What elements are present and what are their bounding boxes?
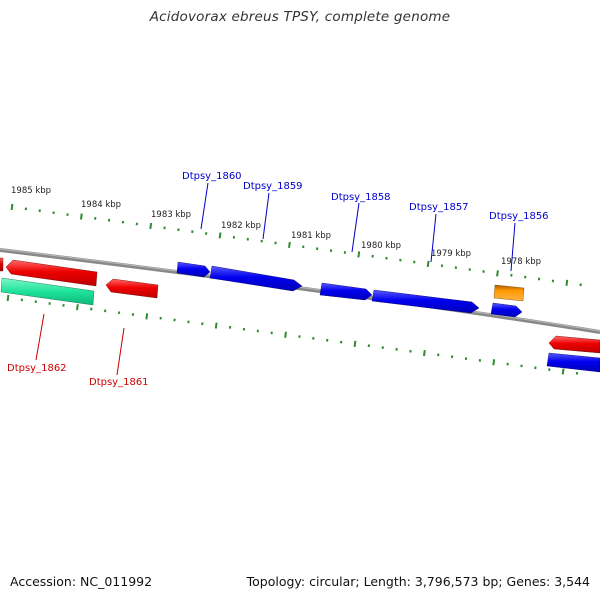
gene-dtpsy-1856[interactable]	[490, 302, 523, 318]
ruler-label: 1985 kbp	[11, 186, 51, 196]
gene-dtpsy-1861[interactable]	[105, 278, 159, 299]
major-tick	[6, 294, 10, 302]
major-tick	[496, 270, 499, 277]
label-line-dtpsy-1857	[430, 213, 437, 263]
gene-dtpsy-1857[interactable]	[371, 289, 480, 314]
ruler-label: 1979 kbp	[431, 249, 471, 259]
ruler-label: 1983 kbp	[151, 210, 191, 220]
major-tick	[79, 213, 83, 220]
ruler-label: 1984 kbp	[81, 200, 121, 210]
label-line-dtpsy-1860	[200, 182, 209, 230]
major-tick	[565, 279, 569, 286]
genome-summary-text: Topology: circular; Length: 3,796,573 bp…	[246, 574, 590, 589]
major-tick	[145, 313, 149, 320]
major-tick	[422, 349, 426, 357]
label-line-dtpsy-1862	[35, 313, 45, 361]
gene-pseudo[interactable]	[0, 277, 95, 306]
forward-strand-genes	[176, 261, 600, 373]
major-tick	[426, 260, 430, 267]
gene-label-dtpsy-1861[interactable]: Dtpsy_1861	[89, 377, 149, 388]
major-tick	[353, 340, 357, 348]
ruler-label: 1982 kbp	[221, 221, 261, 231]
gene-label-dtpsy-1859[interactable]: Dtpsy_1859	[243, 181, 303, 192]
map-title: Acidovorax ebreus TPSY, complete genome	[149, 9, 451, 25]
accession-text: Accession: NC_011992	[10, 574, 153, 589]
major-tick	[492, 359, 496, 366]
major-tick	[10, 203, 14, 211]
gene-dtpsy-1858[interactable]	[319, 282, 373, 301]
gene-label-dtpsy-1857[interactable]: Dtpsy_1857	[409, 202, 469, 213]
major-tick	[288, 241, 291, 249]
major-tick	[76, 304, 79, 311]
ruler-label: 1981 kbp	[291, 231, 331, 241]
inner-tick-ruler	[6, 294, 579, 375]
major-tick	[284, 331, 287, 338]
major-tick	[149, 222, 153, 230]
ruler-label: 1978 kbp	[501, 257, 541, 267]
major-tick	[561, 368, 565, 375]
gene-blue-right[interactable]	[546, 352, 600, 373]
reverse-strand-genes	[0, 257, 600, 354]
gene-label-dtpsy-1858[interactable]: Dtpsy_1858	[331, 192, 391, 203]
gene-red-left-edge[interactable]	[0, 257, 4, 272]
gene-label-dtpsy-1860[interactable]: Dtpsy_1860	[182, 171, 242, 182]
ruler-label: 1980 kbp	[361, 241, 401, 251]
gene-rna[interactable]	[493, 284, 525, 302]
gene-red-right[interactable]	[548, 335, 600, 354]
major-tick	[214, 322, 218, 329]
gene-dtpsy-1860[interactable]	[176, 261, 211, 278]
label-line-dtpsy-1858	[351, 202, 360, 253]
label-line-dtpsy-1861	[116, 327, 125, 376]
label-line-dtpsy-1856	[510, 222, 516, 272]
gene-label-dtpsy-1862[interactable]: Dtpsy_1862	[7, 363, 67, 374]
gene-dtpsy-1862[interactable]	[5, 259, 98, 287]
gene-dtpsy-1859[interactable]	[209, 265, 303, 292]
outer-tick-ruler	[10, 203, 582, 287]
major-tick	[357, 251, 361, 258]
gene-label-dtpsy-1856[interactable]: Dtpsy_1856	[489, 211, 549, 222]
label-line-dtpsy-1859	[262, 192, 270, 240]
major-tick	[218, 232, 222, 239]
